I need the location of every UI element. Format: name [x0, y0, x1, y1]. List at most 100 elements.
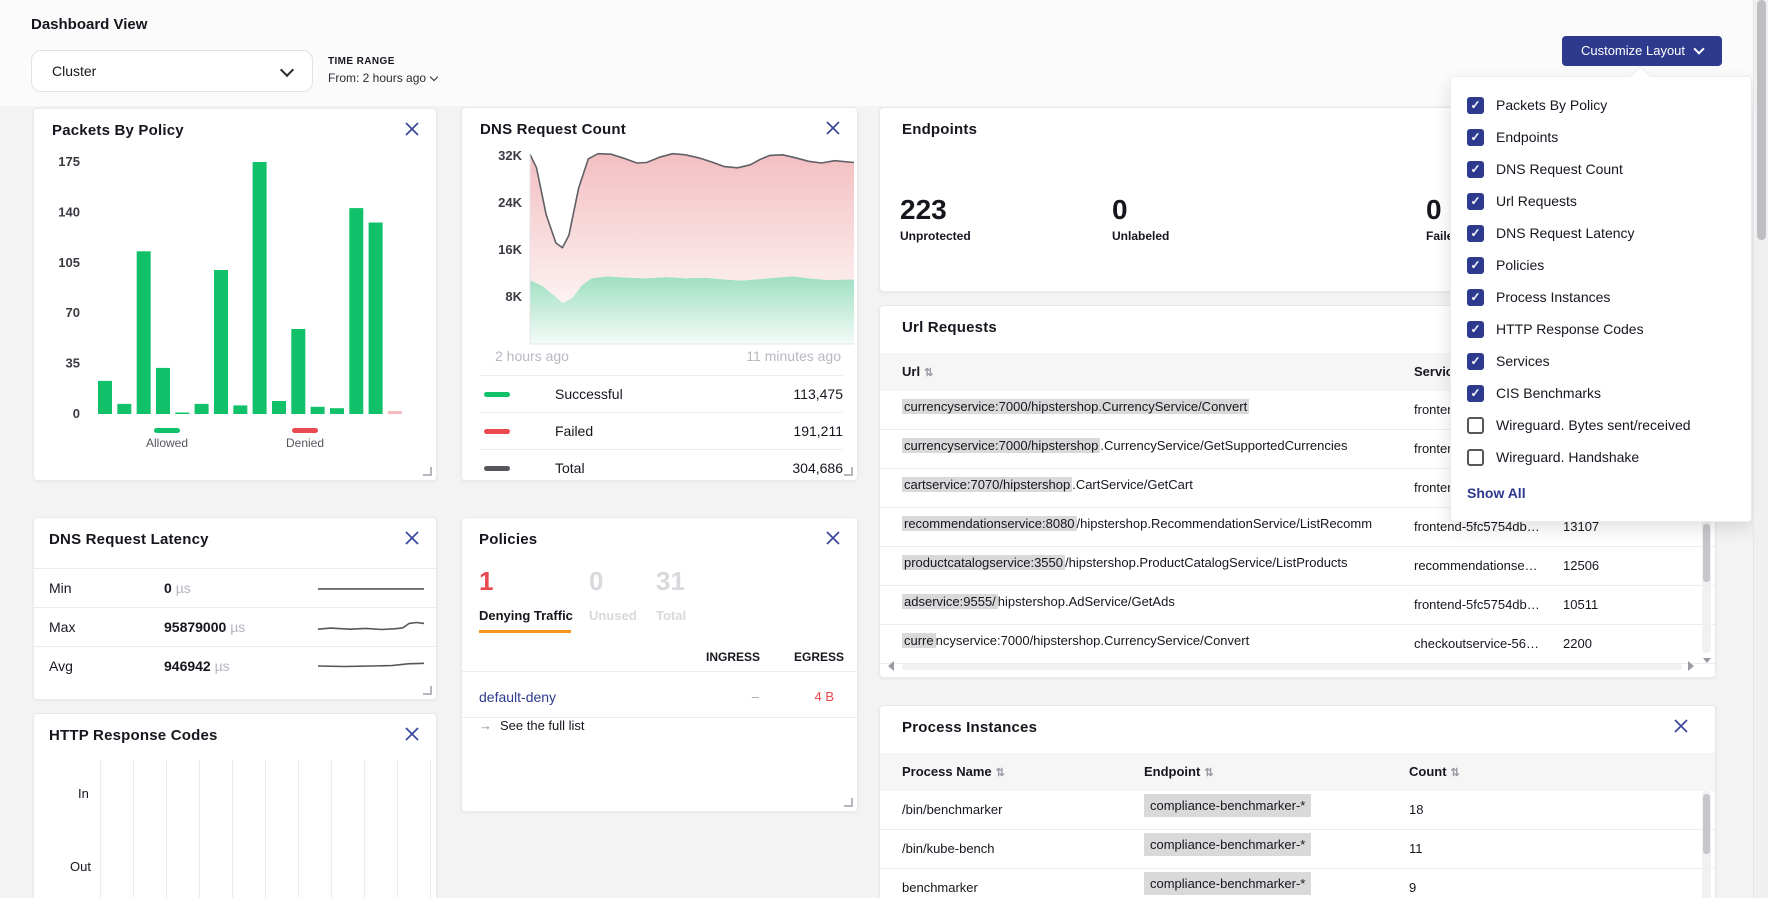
gridline — [232, 759, 233, 898]
scrollbar-thumb[interactable] — [1703, 794, 1710, 854]
resize-handle[interactable] — [844, 798, 853, 807]
count-cell: 18 — [1409, 802, 1423, 817]
layout-toggle-endpoints[interactable]: ✓Endpoints — [1451, 121, 1751, 153]
checked-checkbox-icon[interactable]: ✓ — [1467, 225, 1484, 242]
checked-checkbox-icon[interactable]: ✓ — [1467, 289, 1484, 306]
resize-handle[interactable] — [844, 467, 853, 476]
sort-icon[interactable]: ⇅ — [924, 367, 933, 379]
endpoints-unlabeled-stat: 0 Unlabeled — [1112, 196, 1169, 243]
checked-checkbox-icon[interactable]: ✓ — [1467, 193, 1484, 210]
sort-icon[interactable]: ⇅ — [996, 767, 1005, 779]
checked-checkbox-icon[interactable]: ✓ — [1467, 353, 1484, 370]
close-icon[interactable] — [825, 530, 841, 546]
sort-icon[interactable]: ⇅ — [1451, 767, 1460, 779]
layout-toggle-cis-benchmarks[interactable]: ✓CIS Benchmarks — [1451, 377, 1751, 409]
customize-layout-dropdown: ✓Packets By Policy✓Endpoints✓DNS Request… — [1450, 76, 1752, 522]
layout-toggle-wireguard-handshake[interactable]: Wireguard. Handshake — [1451, 441, 1751, 473]
layout-toggle-packets-by-policy[interactable]: ✓Packets By Policy — [1451, 89, 1751, 121]
url-request-row[interactable]: currencyservice:7000/hipstershop.Currenc… — [880, 625, 1715, 664]
tab-unused[interactable]: Unused — [589, 608, 637, 623]
layout-toggle-http-response-codes[interactable]: ✓HTTP Response Codes — [1451, 313, 1751, 345]
latency-sparkline — [316, 616, 426, 643]
vertical-scrollbar[interactable] — [1702, 791, 1711, 898]
scrollbar-thumb[interactable] — [1757, 0, 1766, 240]
latency-value: 0 µs — [164, 580, 191, 596]
process-row[interactable]: /bin/benchmarkercompliance-benchmarker-*… — [880, 791, 1715, 830]
close-icon[interactable] — [825, 120, 841, 136]
checked-checkbox-icon[interactable]: ✓ — [1467, 385, 1484, 402]
layout-toggle-services[interactable]: ✓Services — [1451, 345, 1751, 377]
time-range-value[interactable]: From: 2 hours ago — [328, 71, 437, 85]
scroll-down-icon[interactable] — [1703, 658, 1711, 663]
unchecked-checkbox-icon[interactable] — [1467, 417, 1484, 434]
policy-row[interactable]: default-deny – 4 B — [462, 681, 857, 717]
gridline — [100, 759, 101, 898]
checked-checkbox-icon[interactable]: ✓ — [1467, 129, 1484, 146]
egress-value: 4 B — [782, 689, 834, 704]
gridline — [298, 759, 299, 898]
customize-layout-button[interactable]: Customize Layout — [1562, 36, 1722, 66]
checked-checkbox-icon[interactable]: ✓ — [1467, 97, 1484, 114]
resize-handle[interactable] — [423, 467, 432, 476]
count-cell: 2200 — [1563, 636, 1592, 651]
url-cell: adservice:9555/hipstershop.AdService/Get… — [902, 594, 1407, 609]
latency-unit: µs — [176, 580, 191, 596]
checked-checkbox-icon[interactable]: ✓ — [1467, 321, 1484, 338]
column-header-process-name[interactable]: Process Name⇅ — [902, 764, 1005, 779]
tab-denying-traffic[interactable]: Denying Traffic — [479, 608, 573, 623]
show-all-link[interactable]: Show All — [1467, 485, 1526, 501]
unused-count: 0 — [589, 568, 603, 594]
see-full-list-link[interactable]: →See the full list — [479, 718, 585, 733]
x-axis-left-label: 2 hours ago — [495, 348, 569, 364]
scroll-right-icon[interactable] — [1688, 661, 1694, 671]
service-cell: recommendationse… — [1414, 558, 1559, 573]
column-header-url[interactable]: Url⇅ — [902, 364, 933, 379]
sort-icon[interactable]: ⇅ — [1204, 767, 1213, 779]
layout-toggle-label: Wireguard. Handshake — [1496, 449, 1639, 465]
resize-handle[interactable] — [423, 686, 432, 695]
total-count: 31 — [656, 568, 685, 594]
checked-checkbox-icon[interactable]: ✓ — [1467, 161, 1484, 178]
checked-checkbox-icon[interactable]: ✓ — [1467, 257, 1484, 274]
stat-value: 223 — [900, 196, 971, 224]
horizontal-scrollbar[interactable] — [902, 664, 1682, 670]
arrow-right-icon: → — [479, 718, 492, 733]
legend-value: 113,475 — [793, 386, 843, 402]
latency-label: Max — [49, 619, 75, 635]
column-header-count[interactable]: Count⇅ — [1409, 764, 1460, 779]
url-cell: cartservice:7070/hipstershop.CartService… — [902, 477, 1407, 492]
layout-toggle-dns-request-count[interactable]: ✓ DNS Request Count — [1451, 153, 1751, 185]
tab-total[interactable]: Total — [656, 608, 686, 623]
scrollbar-thumb[interactable] — [1703, 524, 1710, 582]
scroll-left-icon[interactable] — [888, 661, 894, 671]
close-icon[interactable] — [1673, 718, 1689, 734]
layout-toggle-process-instances[interactable]: ✓Process Instances — [1451, 281, 1751, 313]
layout-toggle-url-requests[interactable]: ✓Url Requests — [1451, 185, 1751, 217]
close-icon[interactable] — [404, 726, 420, 742]
close-icon[interactable] — [404, 530, 420, 546]
cluster-select[interactable]: Cluster — [31, 50, 313, 92]
url-text: /hipstershop.ProductCatalogService/ListP… — [1065, 555, 1348, 570]
page-scrollbar[interactable] — [1753, 0, 1768, 898]
layout-toggle-label: DNS Request Count — [1496, 161, 1623, 177]
layout-toggle-policies[interactable]: ✓Policies — [1451, 249, 1751, 281]
service-cell: checkoutservice-56… — [1414, 636, 1559, 651]
legend-label: Failed — [555, 423, 593, 439]
url-request-row[interactable]: productcatalogservice:3550/hipstershop.P… — [880, 547, 1715, 586]
page-title: Dashboard View — [31, 16, 147, 33]
gridline — [430, 759, 431, 898]
policy-name-link[interactable]: default-deny — [479, 689, 556, 705]
layout-toggle-dns-request-latency[interactable]: ✓DNS Request Latency — [1451, 217, 1751, 249]
svg-text:0: 0 — [73, 406, 80, 421]
process-row[interactable]: benchmarkercompliance-benchmarker-*9 — [880, 869, 1715, 898]
column-header-endpoint[interactable]: Endpoint⇅ — [1144, 764, 1214, 779]
layout-toggle-wireguard-bytes-sent-received[interactable]: Wireguard. Bytes sent/received — [1451, 409, 1751, 441]
process-name-cell: /bin/kube-bench — [902, 841, 995, 856]
policies-card: Policies 1 Denying Traffic 0 Unused 31 T… — [461, 517, 858, 812]
svg-text:24K: 24K — [498, 195, 522, 210]
url-request-row[interactable]: adservice:9555/hipstershop.AdService/Get… — [880, 586, 1715, 625]
close-icon[interactable] — [404, 121, 420, 137]
process-row[interactable]: /bin/kube-benchcompliance-benchmarker-*1… — [880, 830, 1715, 869]
unchecked-checkbox-icon[interactable] — [1467, 449, 1484, 466]
latency-value: 95879000 µs — [164, 619, 245, 635]
